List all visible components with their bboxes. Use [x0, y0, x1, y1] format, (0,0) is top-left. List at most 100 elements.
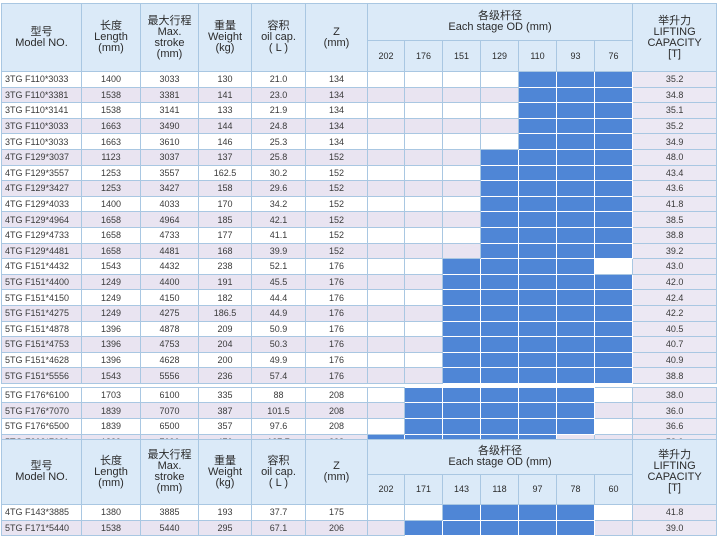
od-stage-bar	[556, 289, 595, 306]
z-cell: 134	[305, 71, 368, 88]
model-cell: 3TG F110*3033	[1, 117, 82, 135]
header-max-stroke: 最大行程 Max. stroke (mm)	[140, 439, 199, 505]
od-stage-bar	[556, 418, 595, 435]
weight-cell: 238	[198, 258, 252, 275]
od-stage-empty	[404, 242, 443, 260]
length-cell: 1543	[81, 367, 141, 384]
od-column-header: 93	[556, 40, 595, 72]
od-stage-bar	[404, 519, 443, 537]
stroke-cell: 4753	[140, 336, 199, 353]
header-stage-od: 各级杆径 Each stage OD (mm)	[366, 3, 634, 41]
od-stage-bar	[518, 304, 557, 322]
model-cell: 4TG F151*4432	[1, 258, 82, 275]
stroke-cell: 3610	[140, 133, 199, 150]
od-stage-bar	[556, 164, 595, 182]
group-separator-cell	[1, 383, 717, 388]
od-stage-bar	[593, 304, 634, 322]
od-stage-bar	[442, 289, 481, 306]
od-stage-bar	[480, 402, 519, 420]
od-stage-empty	[367, 148, 405, 166]
lifting-capacity-cell: 36.0	[632, 402, 717, 420]
header-z: Z (mm)	[305, 439, 368, 505]
od-column-header: 97	[518, 474, 557, 505]
table-row: 4TG F151*4432 1543 4432 238 52.1 176 43.0	[1, 258, 717, 275]
weight-cell: 295	[198, 519, 252, 537]
od-stage-bar	[556, 273, 595, 291]
length-cell: 1249	[81, 304, 141, 322]
od-stage-bar	[556, 102, 595, 119]
model-cell: 4TG F129*4033	[1, 195, 82, 213]
od-stage-bar	[556, 504, 595, 521]
od-stage-bar	[556, 211, 595, 228]
od-stage-bar	[480, 320, 519, 338]
od-stage-empty	[404, 273, 443, 291]
od-stage-bar	[593, 320, 634, 338]
table-row: 4TG F129*4964 1658 4964 185 42.1 152 38.5	[1, 211, 717, 228]
table-row: 4TG F129*3037 1123 3037 137 25.8 152 48.0	[1, 148, 717, 166]
z-cell: 152	[305, 180, 368, 197]
table-row: 3TG F110*3381 1538 3381 141 23.0 134 34.8	[1, 86, 717, 104]
length-cell: 1396	[81, 336, 141, 353]
weight-cell: 170	[198, 195, 252, 213]
stroke-cell: 5556	[140, 367, 199, 384]
od-stage-bar	[518, 164, 557, 182]
z-cell: 134	[305, 117, 368, 135]
oil-cell: 29.6	[251, 180, 306, 197]
oil-cell: 25.8	[251, 148, 306, 166]
oil-cell: 24.8	[251, 117, 306, 135]
od-stage-empty	[367, 351, 405, 369]
weight-cell: 130	[198, 71, 252, 88]
z-cell: 152	[305, 148, 368, 166]
z-cell: 134	[305, 133, 368, 150]
stroke-cell: 4628	[140, 351, 199, 369]
length-cell: 1538	[81, 102, 141, 119]
od-stage-bar	[404, 386, 443, 404]
od-stage-bar	[480, 351, 519, 369]
table-row: 4TG F143*3885 1380 3885 193 37.7 175 41.8	[1, 504, 717, 521]
table-row: 5TG F151*4150 1249 4150 182 44.4 176 42.4	[1, 289, 717, 306]
od-stage-empty	[442, 180, 481, 197]
z-cell: 206	[305, 519, 368, 537]
header-stage-od: 各级杆径 Each stage OD (mm)	[366, 439, 634, 475]
od-stage-bar	[518, 86, 557, 104]
od-stage-bar	[593, 367, 634, 384]
stroke-cell: 4733	[140, 226, 199, 244]
lifting-capacity-cell: 43.4	[632, 164, 717, 182]
weight-cell: 335	[198, 386, 252, 404]
length-cell: 1663	[81, 117, 141, 135]
od-stage-bar	[593, 117, 634, 135]
oil-cell: 44.4	[251, 289, 306, 306]
length-cell: 1839	[81, 402, 141, 420]
oil-cell: 21.9	[251, 102, 306, 119]
table-row: 3TG F110*3033 1663 3610 146 25.3 134 34.9	[1, 133, 717, 150]
od-stage-empty	[367, 117, 405, 135]
od-stage-bar	[442, 418, 481, 435]
od-stage-empty	[404, 71, 443, 88]
od-stage-bar	[593, 148, 634, 166]
od-stage-bar	[480, 195, 519, 213]
od-stage-bar	[556, 133, 595, 150]
od-stage-bar	[518, 418, 557, 435]
od-stage-bar	[480, 180, 519, 197]
od-stage-bar	[518, 519, 557, 537]
od-stage-bar	[480, 289, 519, 306]
lifting-capacity-cell: 42.4	[632, 289, 717, 306]
stroke-cell: 3490	[140, 117, 199, 135]
weight-cell: 133	[198, 102, 252, 119]
length-cell: 1396	[81, 320, 141, 338]
od-stage-empty	[480, 133, 519, 150]
od-stage-empty	[442, 164, 481, 182]
weight-cell: 182	[198, 289, 252, 306]
z-cell: 176	[305, 320, 368, 338]
header-weight: 重量 Weight (kg)	[198, 439, 252, 505]
od-stage-bar	[593, 273, 634, 291]
oil-cell: 23.0	[251, 86, 306, 104]
oil-cell: 44.9	[251, 304, 306, 322]
od-stage-bar	[518, 289, 557, 306]
od-stage-bar	[593, 336, 634, 353]
lifting-capacity-cell: 42.2	[632, 304, 717, 322]
lifting-capacity-cell: 38.8	[632, 367, 717, 384]
od-stage-bar	[556, 386, 595, 404]
table-row: 3TG F110*3033 1400 3033 130 21.0 134 35.2	[1, 71, 717, 88]
od-column-header: 60	[593, 474, 634, 505]
